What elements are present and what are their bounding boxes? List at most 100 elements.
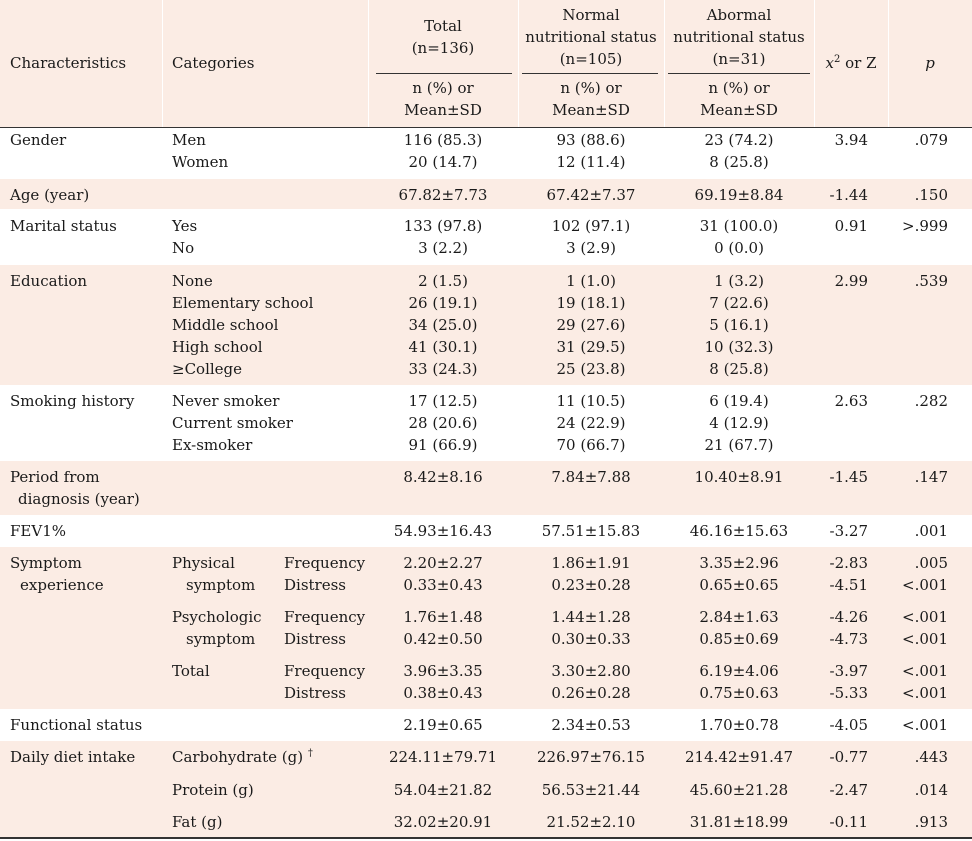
cell-total: 2.19±0.65 xyxy=(403,716,483,734)
category-label: Middle school xyxy=(172,316,279,334)
cell-p: <.001 xyxy=(902,608,948,626)
cell-abnormal: 214.42±91.47 xyxy=(685,748,793,766)
header-characteristics: Characteristics xyxy=(10,54,127,72)
cell-abnormal: 4 (12.9) xyxy=(709,414,769,432)
cell-statistic: -1.45 xyxy=(829,468,868,486)
category-label: Men xyxy=(172,131,206,149)
cell-statistic: -0.11 xyxy=(829,813,868,831)
cell-normal: 1.44±1.28 xyxy=(551,608,631,626)
category-label: Total xyxy=(172,662,210,680)
symptom-band xyxy=(0,547,972,709)
cell-normal: 93 (88.6) xyxy=(556,131,626,149)
cell-p: .539 xyxy=(914,272,948,290)
category-label: ≥College xyxy=(172,360,243,378)
header-abnormal-n: (n=31) xyxy=(712,50,766,68)
category-label: High school xyxy=(172,338,263,356)
cell-total: 2.20±2.27 xyxy=(403,554,483,572)
header-statistic: x2 or Z xyxy=(825,54,877,72)
cell-total: 34 (25.0) xyxy=(408,316,478,334)
header-sub-line1: n (%) or xyxy=(412,79,474,97)
row-label-functional: Functional status xyxy=(10,716,143,734)
subcategory-label: Frequency xyxy=(284,608,366,626)
cell-statistic: -3.27 xyxy=(829,522,868,540)
row-label-diet: Daily diet intake xyxy=(10,748,136,766)
row-label-age: Age (year) xyxy=(10,186,90,204)
category-label: No xyxy=(172,239,195,257)
cell-normal: 0.26±0.28 xyxy=(551,684,631,702)
cell-total: 20 (14.7) xyxy=(408,153,478,171)
cell-normal: 19 (18.1) xyxy=(556,294,626,312)
row-label-smoking: Smoking history xyxy=(10,392,135,410)
cell-abnormal: 0.75±0.63 xyxy=(699,684,779,702)
cell-normal: 226.97±76.15 xyxy=(537,748,645,766)
cell-total: 41 (30.1) xyxy=(408,338,478,356)
cell-p: .079 xyxy=(914,131,948,149)
cell-p: .005 xyxy=(914,554,948,572)
header-abnormal-2: nutritional status xyxy=(673,28,805,46)
cell-normal: 1.86±1.91 xyxy=(551,554,631,572)
cell-total: 32.02±20.91 xyxy=(393,813,493,831)
cell-statistic: 3.94 xyxy=(834,131,868,149)
header-total-n: (n=136) xyxy=(411,39,475,57)
cell-normal: 3.30±2.80 xyxy=(551,662,631,680)
header-normal-2: nutritional status xyxy=(525,28,657,46)
education-band xyxy=(0,265,972,385)
cell-abnormal: 10 (32.3) xyxy=(704,338,774,356)
subcategory-label: Distress xyxy=(284,630,346,648)
header-divider xyxy=(162,0,163,127)
header-divider xyxy=(814,0,815,127)
header-divider xyxy=(888,0,889,127)
header-divider xyxy=(518,0,519,127)
cell-abnormal: 5 (16.1) xyxy=(709,316,769,334)
cell-normal: 0.23±0.28 xyxy=(551,576,631,594)
dagger-footnote: † xyxy=(307,748,313,759)
subcategory-label: Frequency xyxy=(284,554,366,572)
header-subrule xyxy=(522,73,658,74)
cell-normal: 102 (97.1) xyxy=(551,217,631,235)
header-sub-line2: Mean±SD xyxy=(404,101,482,119)
cell-statistic: -4.26 xyxy=(829,608,868,626)
header-bottom-rule xyxy=(0,127,972,128)
cell-statistic: -4.05 xyxy=(829,716,868,734)
category-label: symptom xyxy=(186,576,256,594)
cell-statistic: 2.63 xyxy=(834,392,868,410)
cell-abnormal: 0.65±0.65 xyxy=(699,576,779,594)
cell-p: <.001 xyxy=(902,716,948,734)
cell-normal: 1 (1.0) xyxy=(566,272,616,290)
cell-abnormal: 31.81±18.99 xyxy=(689,813,789,831)
cell-p: .150 xyxy=(914,186,948,204)
cell-abnormal: 31 (100.0) xyxy=(699,217,779,235)
header-sub-line1: n (%) or xyxy=(560,79,622,97)
cell-p: .001 xyxy=(914,522,948,540)
category-label: Elementary school xyxy=(172,294,314,312)
cell-statistic: -1.44 xyxy=(829,186,868,204)
cell-statistic: -4.73 xyxy=(829,630,868,648)
category-label: Ex-smoker xyxy=(172,436,253,454)
cell-total: 33 (24.3) xyxy=(408,360,478,378)
cell-statistic: -2.83 xyxy=(829,554,868,572)
cell-statistic: 2.99 xyxy=(834,272,868,290)
cell-normal: 57.51±15.83 xyxy=(541,522,641,540)
cell-total: 26 (19.1) xyxy=(408,294,478,312)
category-label: Physical xyxy=(172,554,235,572)
cell-normal: 3 (2.9) xyxy=(566,239,616,257)
cell-abnormal: 3.35±2.96 xyxy=(699,554,779,572)
cell-abnormal: 23 (74.2) xyxy=(704,131,774,149)
cell-abnormal: 1.70±0.78 xyxy=(699,716,779,734)
row-label-education: Education xyxy=(10,272,88,290)
cell-normal: 0.30±0.33 xyxy=(551,630,631,648)
cell-abnormal: 2.84±1.63 xyxy=(699,608,779,626)
cell-p: <.001 xyxy=(902,684,948,702)
cell-normal: 67.42±7.37 xyxy=(546,186,636,204)
cell-total: 0.38±0.43 xyxy=(403,684,483,702)
header-total: Total xyxy=(424,17,462,35)
header-subrule xyxy=(668,73,810,74)
category-label: Psychologic xyxy=(172,608,262,626)
cell-statistic: -0.77 xyxy=(829,748,868,766)
cell-total: 3 (2.2) xyxy=(418,239,468,257)
cell-statistic: -4.51 xyxy=(829,576,868,594)
cell-abnormal: 21 (67.7) xyxy=(704,436,774,454)
cell-statistic: -2.47 xyxy=(829,781,868,799)
category-label: Fat (g) xyxy=(172,813,223,831)
